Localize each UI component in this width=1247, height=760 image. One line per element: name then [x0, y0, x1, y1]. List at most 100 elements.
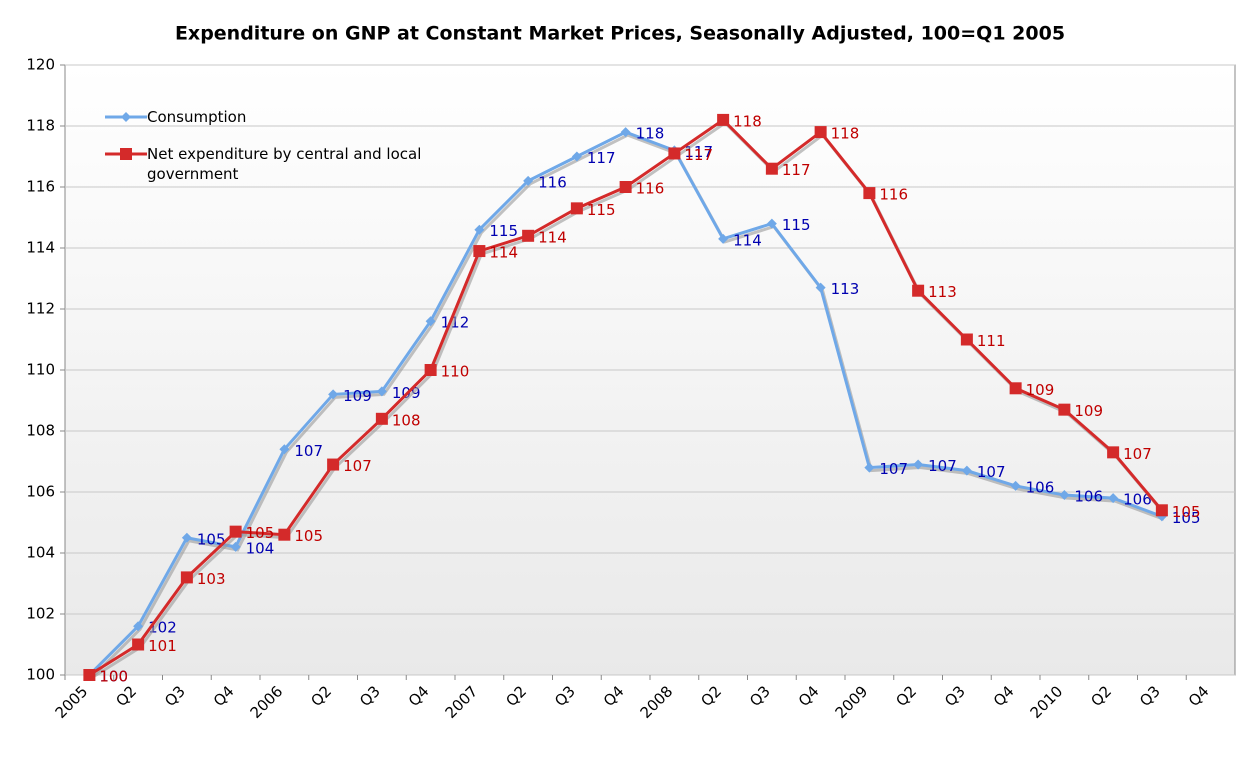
data-label: 111: [977, 332, 1006, 350]
marker: [668, 147, 681, 160]
x-tick-label: Q2: [502, 682, 530, 710]
data-label: 114: [489, 244, 518, 262]
data-label: 107: [977, 463, 1006, 481]
x-tick-label: Q4: [1185, 682, 1213, 710]
x-tick-label: Q3: [746, 682, 774, 710]
legend: Consumption Net expenditure by central an…: [105, 107, 485, 201]
marker: [570, 202, 583, 215]
marker: [913, 459, 924, 470]
data-label: 105: [1172, 509, 1201, 527]
data-label: 115: [489, 222, 518, 240]
y-tick-label: 108: [26, 422, 55, 440]
x-tick-label: Q4: [795, 682, 823, 710]
y-tick-label: 114: [26, 239, 55, 257]
y-tick-label: 118: [26, 117, 55, 135]
marker: [181, 532, 192, 543]
data-label: 104: [246, 539, 275, 557]
data-label: 106: [1123, 491, 1152, 509]
data-label: 107: [928, 457, 957, 475]
marker: [718, 233, 729, 244]
marker: [1058, 403, 1071, 416]
data-label: 118: [831, 125, 860, 143]
x-tick-label: Q3: [551, 682, 579, 710]
data-label: 108: [392, 411, 421, 429]
data-label: 114: [538, 228, 567, 246]
data-label: 100: [99, 668, 128, 686]
data-label: 117: [684, 146, 713, 164]
y-tick-label: 102: [26, 605, 55, 623]
marker: [961, 465, 972, 476]
x-tick-label: Q2: [892, 682, 920, 710]
x-tick-label: Q3: [161, 682, 189, 710]
x-tick-label: 2007: [442, 682, 482, 722]
data-label: 107: [879, 460, 908, 478]
data-label: 116: [636, 180, 665, 198]
data-label: 105: [246, 524, 275, 542]
x-tick-label: Q2: [1087, 682, 1115, 710]
marker: [1155, 504, 1168, 517]
data-label: 105: [294, 527, 323, 545]
data-label: 100: [99, 668, 128, 686]
marker: [473, 245, 486, 258]
data-label: 105: [197, 530, 226, 548]
marker: [121, 112, 131, 122]
data-label: 106: [1074, 488, 1103, 506]
marker: [815, 282, 826, 293]
x-tick-label: 2005: [52, 682, 92, 722]
data-label: 106: [1026, 478, 1055, 496]
data-label: 114: [733, 231, 762, 249]
data-label: 113: [831, 280, 860, 298]
x-tick-label: 2010: [1027, 682, 1067, 722]
data-label: 117: [782, 161, 811, 179]
marker: [522, 229, 535, 242]
marker: [278, 528, 291, 541]
marker: [620, 127, 631, 138]
y-tick-label: 120: [26, 56, 55, 74]
x-tick-label: Q2: [697, 682, 725, 710]
y-tick-label: 100: [26, 666, 55, 684]
marker: [1010, 480, 1021, 491]
x-tick-label: Q4: [600, 682, 628, 710]
legend-entry: Net expenditure by central and local gov…: [105, 144, 485, 184]
marker: [1059, 490, 1070, 501]
marker: [1107, 446, 1120, 459]
marker: [180, 571, 193, 584]
y-tick-label: 104: [26, 544, 55, 562]
marker: [523, 175, 534, 186]
marker: [229, 525, 242, 538]
data-label: 105: [1172, 503, 1201, 521]
marker: [765, 162, 778, 175]
marker: [230, 541, 241, 552]
x-tick-label: 2006: [247, 682, 287, 722]
marker: [327, 458, 340, 471]
y-tick-label: 106: [26, 483, 55, 501]
marker: [814, 126, 827, 139]
chart-title: Expenditure on GNP at Constant Market Pr…: [175, 23, 1065, 45]
marker: [328, 389, 339, 400]
data-label: 102: [148, 619, 177, 637]
x-tick-label: Q3: [1136, 682, 1164, 710]
marker: [424, 364, 437, 376]
data-label: 113: [928, 283, 957, 301]
marker: [863, 187, 876, 200]
legend-symbol: [105, 148, 147, 160]
legend-label: Net expenditure by central and local gov…: [147, 145, 422, 183]
legend-label: Consumption: [147, 108, 247, 126]
data-label: 118: [636, 125, 665, 143]
marker: [474, 224, 485, 235]
data-label: 116: [538, 173, 567, 191]
data-label: 101: [148, 637, 177, 655]
marker: [83, 669, 96, 681]
data-label: 118: [733, 112, 762, 130]
x-tick-label: 2009: [832, 682, 872, 722]
data-label: 115: [782, 216, 811, 234]
marker: [375, 412, 388, 425]
y-tick-label: 112: [26, 300, 55, 318]
data-label: 107: [294, 442, 323, 460]
marker: [132, 638, 145, 651]
marker: [279, 444, 290, 455]
x-tick-label: Q4: [990, 682, 1018, 710]
data-label: 110: [441, 363, 470, 381]
marker: [133, 621, 144, 632]
